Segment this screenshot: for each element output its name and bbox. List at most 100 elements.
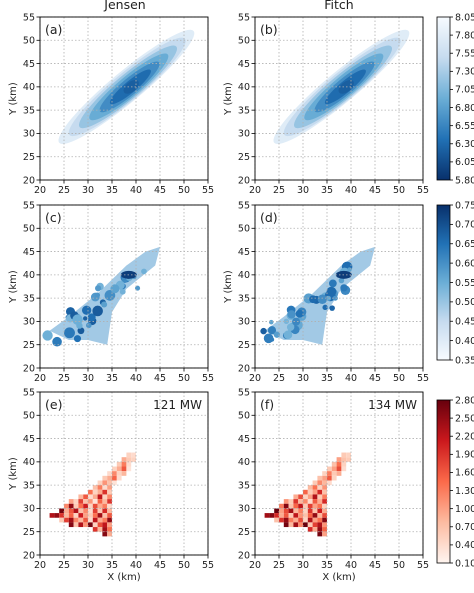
power-cell	[88, 494, 93, 500]
power-cell	[88, 517, 93, 523]
x-tick-label: 45	[154, 373, 166, 384]
power-cell	[59, 508, 64, 514]
colorbar-tick-label: 6.55	[455, 121, 474, 132]
colorbar-tick-label: 0.50	[455, 297, 474, 308]
power-cell	[288, 522, 294, 528]
power-annotation: 134 MW	[368, 398, 417, 412]
power-cell	[307, 508, 313, 514]
power-cell	[298, 517, 303, 523]
y-axis-label: Y (km)	[223, 270, 234, 304]
colorbar-tick-label: 8.05	[455, 12, 474, 23]
power-cell	[68, 499, 74, 504]
y-tick-label: 35	[23, 105, 35, 116]
power-cell	[312, 485, 318, 490]
power-cell	[288, 503, 294, 509]
power-cell	[336, 461, 342, 467]
power-cell	[97, 499, 103, 504]
colorbar-tick-label: 1.90	[455, 450, 474, 461]
colorbar-tick-label: 2.80	[455, 395, 474, 406]
power-cell	[317, 503, 323, 509]
power-cell	[298, 522, 303, 528]
y-tick-label: 25	[238, 527, 250, 538]
y-axis-label: Y (km)	[8, 457, 19, 491]
power-cell	[107, 527, 112, 532]
y-tick-label: 55	[23, 387, 35, 398]
power-cell	[68, 513, 74, 518]
power-cell	[317, 513, 323, 518]
power-cell	[97, 508, 103, 514]
colorbar-tick-label: 0.45	[455, 317, 474, 328]
colorbar-tick-label: 2.20	[455, 432, 474, 443]
power-cell	[102, 499, 108, 504]
power-cell	[121, 471, 127, 476]
power-cell	[336, 457, 342, 462]
x-tick-label: 25	[273, 560, 285, 571]
wake-patch	[268, 319, 274, 325]
wake-patch	[76, 322, 83, 329]
colorbar-tick-label: 0.75	[455, 200, 474, 211]
power-cell	[102, 480, 108, 486]
colorbar-tick-label: 0.70	[455, 522, 474, 533]
y-tick-label: 30	[238, 129, 250, 140]
x-tick-label: 50	[393, 373, 405, 384]
power-cell	[336, 471, 342, 476]
wake-patch	[322, 304, 328, 311]
power-cell	[92, 485, 98, 490]
panel-e: 20 25 30 35 40 45 50 55 20 25 30 35 40 45 50 55 Y (km) X …	[8, 387, 214, 583]
power-cell	[293, 513, 299, 518]
power-cell	[307, 489, 313, 495]
colorbar-tick-label: 0.40	[455, 540, 474, 551]
power-cell	[92, 517, 98, 523]
power-cell	[112, 475, 117, 481]
power-cell	[102, 485, 108, 490]
power-cell	[102, 489, 108, 495]
y-tick-label: 25	[23, 152, 35, 163]
power-cell	[322, 471, 327, 476]
power-cell	[121, 466, 127, 472]
power-cell	[88, 513, 93, 518]
colorbar-tick-label: 0.60	[455, 258, 474, 269]
power-cell	[317, 508, 323, 514]
y-tick-label: 45	[23, 59, 35, 70]
power-cell	[64, 517, 69, 523]
power-cell	[78, 499, 84, 504]
wake-patch	[73, 335, 82, 343]
axes-frame	[254, 391, 424, 556]
wake-patch	[273, 331, 281, 338]
x-tick-label: 50	[178, 373, 190, 384]
panels: 20 25 30 35 40 45 50 55 20 25 30 35 40 45 50 55 Y (km) (a…	[8, 12, 429, 583]
colorbar-tick-label: 0.35	[455, 355, 474, 366]
power-cell	[303, 503, 308, 509]
colorbar-2: 0.75 0.70 0.65 0.60 0.55 0.50 0.45 0.40 0.35	[436, 200, 474, 366]
power-cell	[107, 508, 112, 514]
power-cell	[322, 503, 327, 509]
y-tick-label: 45	[23, 434, 35, 445]
power-cell	[317, 489, 323, 495]
power-cell	[59, 517, 64, 523]
power-cell	[274, 508, 279, 514]
colorbar-tick-label: 0.65	[455, 239, 474, 250]
wake-patch	[64, 327, 75, 339]
power-cell	[92, 494, 98, 500]
wake-patch	[292, 317, 301, 326]
power-cell	[341, 466, 347, 472]
power-cell	[322, 531, 327, 537]
x-tick-label: 25	[58, 373, 70, 384]
power-cell	[83, 494, 88, 500]
power-cell	[303, 517, 308, 523]
power-cell	[116, 475, 122, 481]
colorbar-tick-label: 6.05	[455, 157, 474, 168]
wake-patch	[340, 284, 348, 292]
wake-patch	[94, 292, 101, 298]
wake-patch	[101, 301, 108, 308]
power-cell	[307, 499, 313, 504]
x-tick-label: 55	[417, 185, 429, 196]
power-cell	[107, 489, 112, 495]
x-tick-label: 30	[82, 560, 94, 571]
power-cell	[116, 466, 122, 472]
power-cell	[92, 489, 98, 495]
wake-patch	[286, 323, 295, 331]
power-cell	[54, 513, 60, 518]
colorbar-tick-label: 7.80	[455, 30, 474, 41]
wake-patch	[92, 305, 103, 317]
